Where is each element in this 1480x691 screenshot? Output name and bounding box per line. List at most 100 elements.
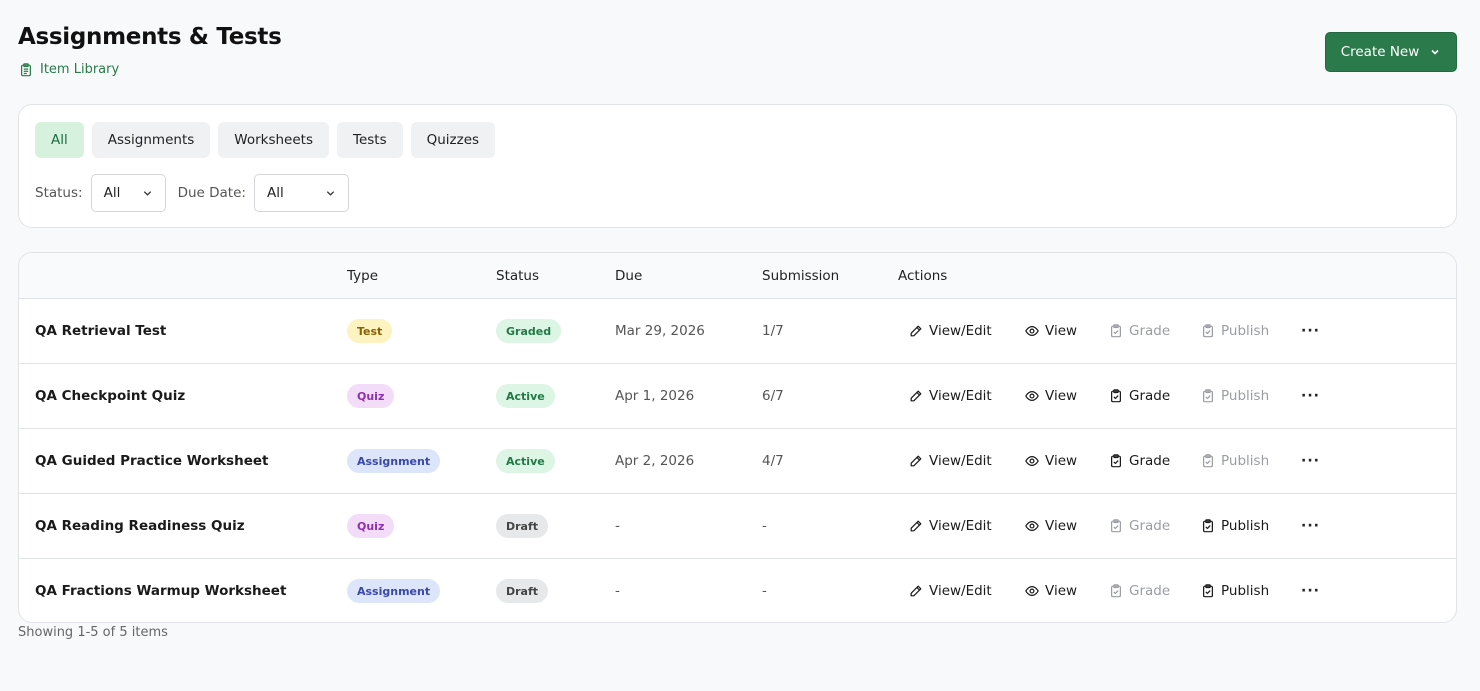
create-new-button[interactable]: Create New (1325, 32, 1457, 72)
type-cell: Quiz (347, 494, 395, 558)
type-badge: Assignment (347, 579, 441, 603)
more-horizontal-icon: ··· (1301, 518, 1320, 534)
more-horizontal-icon: ··· (1301, 453, 1320, 469)
items-table: Type Status Due Submission Actions QA Re… (18, 252, 1457, 623)
view-edit-action[interactable]: View/Edit (909, 429, 992, 493)
grade-action[interactable]: Grade (1109, 429, 1170, 493)
grade-action[interactable]: Grade (1109, 364, 1170, 428)
publish-action[interactable]: Publish (1201, 559, 1269, 622)
status-cell: Draft (496, 559, 549, 622)
due-date-select-value: All (266, 185, 284, 201)
view-edit-action[interactable]: View/Edit (909, 299, 992, 363)
view-edit-label: View/Edit (929, 453, 992, 469)
pencil-icon (910, 455, 922, 467)
publish-label: Publish (1221, 388, 1270, 404)
table-row: QA Retrieval Test Test Graded Mar 29, 2026 1… (19, 299, 1456, 364)
clipboard-check-icon (1111, 324, 1121, 338)
filter-panel: All Assignments Worksheets Tests Quizzes… (18, 104, 1457, 228)
due-date-select[interactable]: All (253, 174, 349, 212)
item-name[interactable]: QA Reading Readiness Quiz (35, 518, 245, 534)
publish-label: Publish (1221, 453, 1270, 469)
grade-label: Grade (1129, 453, 1171, 469)
view-action[interactable]: View (1025, 299, 1077, 363)
type-badge: Quiz (347, 384, 395, 408)
view-edit-label: View/Edit (929, 388, 992, 404)
publish-action: Publish (1201, 364, 1269, 428)
status-cell: Active (496, 429, 555, 493)
eye-icon (1025, 586, 1039, 596)
view-label: View (1045, 388, 1078, 404)
tab-assignments[interactable]: Assignments (91, 122, 211, 158)
view-edit-action[interactable]: View/Edit (909, 364, 992, 428)
column-header-submission: Submission (762, 268, 840, 284)
column-header-type: Type (347, 268, 379, 284)
view-action[interactable]: View (1025, 494, 1077, 558)
column-header-due: Due (615, 268, 643, 284)
eye-icon (1025, 456, 1039, 466)
status-filter-label: Status: (35, 185, 83, 201)
view-label: View (1045, 518, 1078, 534)
more-options-button[interactable]: ··· (1301, 299, 1320, 363)
clipboard-check-icon (1203, 324, 1213, 338)
clipboard-check-icon (1203, 389, 1213, 403)
due-date: - (615, 518, 620, 534)
view-edit-action[interactable]: View/Edit (909, 494, 992, 558)
grade-label: Grade (1129, 388, 1171, 404)
chevron-down-icon (326, 190, 335, 196)
table-row: QA Fractions Warmup Worksheet Assignment D… (19, 559, 1456, 622)
status-badge: Active (496, 384, 555, 408)
column-header-status: Status (496, 268, 540, 284)
publish-label: Publish (1221, 518, 1270, 534)
more-options-button[interactable]: ··· (1301, 364, 1320, 428)
status-select[interactable]: All (90, 174, 166, 212)
create-new-label: Create New (1340, 44, 1420, 60)
eye-icon (1025, 391, 1039, 401)
more-options-button[interactable]: ··· (1301, 559, 1320, 622)
status-cell: Draft (496, 494, 549, 558)
view-action[interactable]: View (1025, 559, 1078, 622)
status-badge: Draft (496, 579, 549, 603)
view-label: View (1045, 583, 1078, 599)
submission-count: - (762, 518, 767, 534)
status-badge: Active (496, 449, 555, 473)
item-name[interactable]: QA Retrieval Test (35, 323, 167, 339)
pencil-icon (910, 520, 922, 532)
publish-action[interactable]: Publish (1201, 494, 1269, 558)
grade-action: Grade (1109, 559, 1171, 622)
tab-worksheets[interactable]: Worksheets (218, 122, 329, 158)
table-row: QA Guided Practice Worksheet Assignment Ac… (19, 429, 1456, 494)
type-badge: Assignment (347, 449, 441, 473)
item-library-link[interactable]: Item Library (19, 62, 119, 77)
view-action[interactable]: View (1025, 364, 1077, 428)
publish-action: Publish (1201, 299, 1269, 363)
due-date: Apr 1, 2026 (615, 388, 695, 404)
tab-tests[interactable]: Tests (337, 122, 403, 158)
due-date-filter-label: Due Date: (177, 185, 246, 201)
view-edit-action[interactable]: View/Edit (909, 559, 992, 622)
item-name[interactable]: QA Fractions Warmup Worksheet (35, 583, 287, 599)
type-tabs: All Assignments Worksheets Tests Quizzes (35, 122, 496, 158)
view-edit-label: View/Edit (929, 583, 992, 599)
due-date: - (615, 583, 620, 599)
clipboard-check-icon (1111, 519, 1121, 533)
clipboard-check-icon (1203, 454, 1213, 468)
eye-icon (1025, 521, 1039, 531)
type-badge: Quiz (347, 514, 395, 538)
publish-label: Publish (1221, 323, 1270, 339)
view-action[interactable]: View (1025, 429, 1077, 493)
tab-all[interactable]: All (35, 122, 84, 158)
item-name[interactable]: QA Checkpoint Quiz (35, 388, 186, 404)
type-badge: Test (347, 319, 393, 343)
grade-label: Grade (1129, 583, 1171, 599)
item-name[interactable]: QA Guided Practice Worksheet (35, 453, 269, 469)
more-options-button[interactable]: ··· (1301, 494, 1320, 558)
more-horizontal-icon: ··· (1301, 388, 1320, 404)
chevron-down-icon (1431, 49, 1439, 55)
tab-quizzes[interactable]: Quizzes (410, 122, 496, 158)
status-badge: Graded (496, 319, 562, 343)
type-cell: Assignment (347, 559, 441, 622)
column-header-actions: Actions (898, 268, 948, 284)
pencil-icon (910, 325, 922, 337)
more-options-button[interactable]: ··· (1301, 429, 1320, 493)
chevron-down-icon (143, 190, 151, 196)
